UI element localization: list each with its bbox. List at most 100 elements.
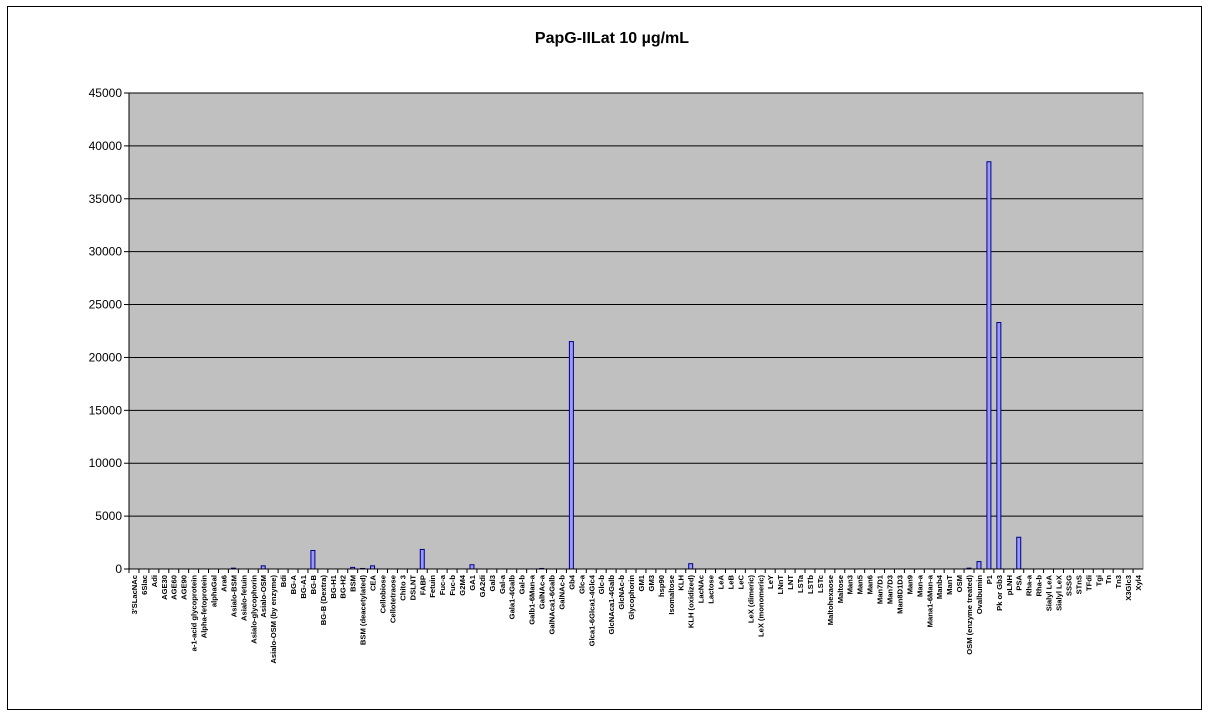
bar xyxy=(469,564,475,570)
x-tick-label: Man7D1 xyxy=(876,574,885,604)
y-tick-label: 45000 xyxy=(89,86,123,100)
x-tick-label: OSM xyxy=(955,575,964,592)
x-tick-label: AGE60 xyxy=(170,575,179,600)
x-tick-label: GM3 xyxy=(647,575,656,591)
x-tick-label: Adi xyxy=(150,575,159,587)
x-tick-label: a-1-acid glycoprotein xyxy=(190,575,199,652)
x-tick-label: TFdi xyxy=(1084,575,1093,591)
bar xyxy=(688,563,694,570)
x-tick-label: Asialo-OSM (by enzyme) xyxy=(269,575,278,664)
x-tick-label: BG-H2 xyxy=(339,575,348,599)
bar xyxy=(310,549,316,570)
x-tick-label: BG-A1 xyxy=(299,574,308,598)
x-tick-label: FABP xyxy=(418,575,427,595)
x-tick-label: GalNAc-a xyxy=(538,574,547,609)
x-tick-label: Galb1-6Man-a xyxy=(528,574,537,625)
x-tick-label: AGE30 xyxy=(160,575,169,600)
x-tick-label: LSTa xyxy=(796,574,805,593)
bar xyxy=(1016,536,1022,570)
x-tick-label: Gala1-4Galb xyxy=(508,575,517,620)
x-tick-label: Asialo-fetuin xyxy=(239,575,248,621)
bar xyxy=(986,161,992,570)
x-tick-label: Asialo-BSM xyxy=(229,575,238,617)
axes xyxy=(124,92,1143,573)
x-tick-label: Manb4 xyxy=(935,574,944,599)
x-tick-label: Sialyl LeA xyxy=(1045,574,1054,611)
x-tick-label: Tn xyxy=(1104,575,1113,585)
x-tick-label: 3'SLacNAc xyxy=(130,575,139,614)
y-tick-label: 10000 xyxy=(89,456,123,470)
x-tick-label: Glc-a xyxy=(577,574,586,594)
x-tick-label: GA1 xyxy=(468,574,477,590)
x-tick-label: Ovalbumin xyxy=(975,575,984,615)
x-tick-label: BG-B xyxy=(309,574,318,594)
x-tick-label: STnS xyxy=(1074,575,1083,594)
x-tick-label: X3Glc3 xyxy=(1124,575,1133,601)
x-tick-label: Lactose xyxy=(707,575,716,604)
x-tick-label: Bdi xyxy=(279,575,288,587)
x-tick-label: GM1 xyxy=(637,574,646,591)
x-tick-label: Man8D1D3 xyxy=(895,575,904,614)
x-tick-label: Mana1-6Man-a xyxy=(925,574,934,627)
x-tick-label: Gal-a xyxy=(498,574,507,594)
bar xyxy=(568,341,574,570)
x-tick-label: Tn3 xyxy=(1114,575,1123,589)
x-tick-label: Glycophorin xyxy=(627,575,636,620)
x-tick-label: AGE90 xyxy=(180,575,189,600)
x-tick-label: Glc-b xyxy=(597,575,606,595)
x-tick-label: Chito 3 xyxy=(398,575,407,601)
x-tick-label: BSM (deacetylated) xyxy=(359,575,368,646)
x-tick-label: KLH (oxidized) xyxy=(687,575,696,629)
chart-title: PapG-IILat 10 µg/mL xyxy=(535,30,689,47)
x-tick-label: BG-B (Dextra) xyxy=(319,575,328,626)
x-tick-label: LeC xyxy=(736,574,745,589)
x-tick-label: Pk or Gb3 xyxy=(995,575,1004,611)
y-tick-labels: 0 5000 10000 15000 20000 25000 30000 35000 40000… xyxy=(89,86,123,576)
y-tick-label: 30000 xyxy=(89,245,123,259)
x-tick-label: OSM (enzyme treated) xyxy=(965,575,974,655)
gridlines xyxy=(129,92,1143,517)
y-tick-label: 40000 xyxy=(89,139,123,153)
x-tick-labels: 3'SLacNAc 6Slac Adi AGE30 AGE60 AGE90 a-1-acid… xyxy=(130,574,1143,663)
y-tick-label: 25000 xyxy=(89,298,123,312)
x-tick-label: hsp90 xyxy=(657,575,666,597)
x-tick-label: GA2di xyxy=(478,575,487,597)
bar xyxy=(976,561,982,570)
x-tick-label: LeX (dimeric) xyxy=(746,575,755,624)
x-tick-label: Man9 xyxy=(905,575,914,594)
x-tick-label: PSA xyxy=(1015,574,1024,590)
x-tick-label: LeY xyxy=(766,575,775,589)
x-tick-label: SSSG xyxy=(1064,575,1073,596)
x-tick-label: BG-H1 xyxy=(329,574,338,598)
x-tick-label: Rha-a xyxy=(1025,574,1034,596)
x-tick-label: Maltose xyxy=(836,575,845,603)
x-tick-label: Gal-b xyxy=(518,575,527,595)
x-tick-label: BSM xyxy=(349,575,358,592)
x-tick-label: Man5 xyxy=(856,574,865,594)
x-tick-label: Man3 xyxy=(846,575,855,594)
x-tick-label: P1 xyxy=(985,574,994,584)
x-tick-label: Cellobiose xyxy=(379,575,388,613)
x-tick-label: LeX (monomeric) xyxy=(756,575,765,637)
y-tick-label: 15000 xyxy=(89,403,123,417)
x-tick-label: Tgi xyxy=(1094,575,1103,586)
x-tick-label: Gal3 xyxy=(488,575,497,591)
x-tick-label: DSLNT xyxy=(408,575,417,601)
plot-area xyxy=(128,92,1144,570)
x-tick-label: LeB xyxy=(726,574,735,589)
x-tick-label: Man-a xyxy=(915,574,924,597)
x-tick-label: Glca1-6Glca1-4Glc4 xyxy=(587,574,596,646)
y-tick-label: 0 xyxy=(115,562,122,576)
y-tick-label: 35000 xyxy=(89,192,123,206)
chart-svg: PapG-IILat 10 µg/mL 0 5000 10000 15000 20000… xyxy=(89,30,1144,664)
x-tick-label: Cellotetraose xyxy=(388,575,397,623)
x-tick-label: Isomaltose xyxy=(667,575,676,615)
x-tick-label: GlcNAca1-4Galb xyxy=(607,575,616,635)
x-tick-label: Alpha-fetoprotein xyxy=(200,575,209,639)
x-tick-label: LeA xyxy=(717,574,726,589)
x-tick-label: LNT xyxy=(786,575,795,590)
x-tick-label: Man7D3 xyxy=(886,575,895,604)
x-tick-label: pLNH xyxy=(1005,575,1014,595)
x-tick-label: Fetuin xyxy=(428,575,437,598)
x-tick-label: BG-A xyxy=(289,574,298,594)
